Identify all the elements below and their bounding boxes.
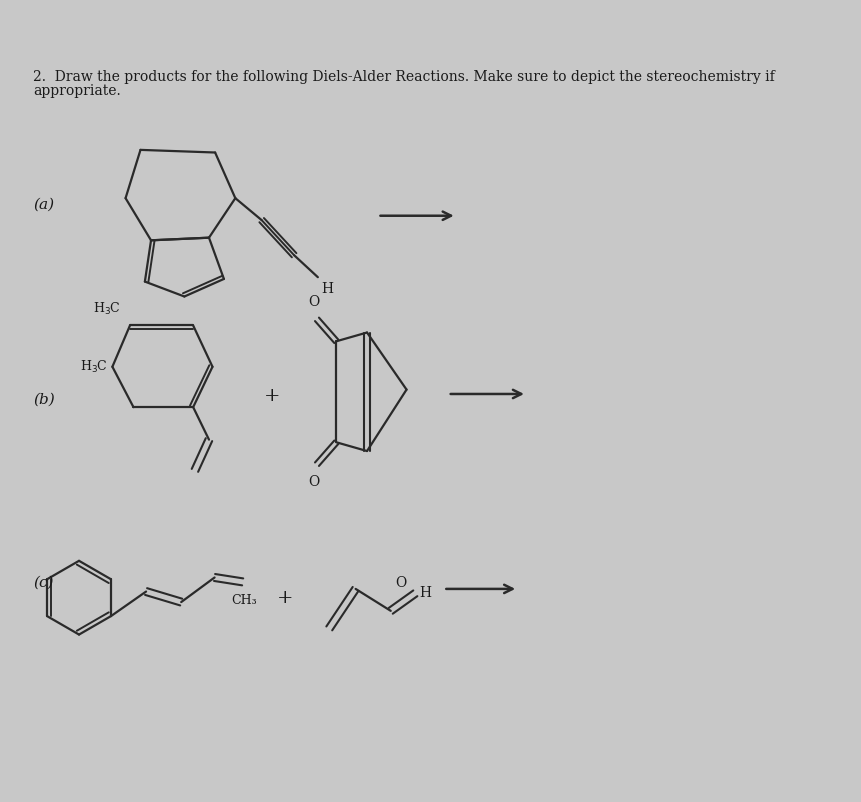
Text: appropriate.: appropriate. <box>34 84 121 98</box>
Text: +: + <box>263 387 280 405</box>
Text: (a): (a) <box>34 197 54 211</box>
Text: O: O <box>308 475 319 488</box>
Text: H: H <box>419 586 431 600</box>
Text: 2.  Draw the products for the following Diels-Alder Reactions. Make sure to depi: 2. Draw the products for the following D… <box>34 70 774 84</box>
Text: O: O <box>394 576 406 589</box>
Text: H$_3$C: H$_3$C <box>80 358 108 375</box>
Text: O: O <box>308 295 319 309</box>
Text: H: H <box>321 282 333 297</box>
Text: +: + <box>276 589 294 606</box>
Text: CH₃: CH₃ <box>232 594 257 607</box>
Text: (b): (b) <box>34 393 55 407</box>
Text: (c): (c) <box>34 576 53 589</box>
Text: H$_3$C: H$_3$C <box>93 301 121 317</box>
